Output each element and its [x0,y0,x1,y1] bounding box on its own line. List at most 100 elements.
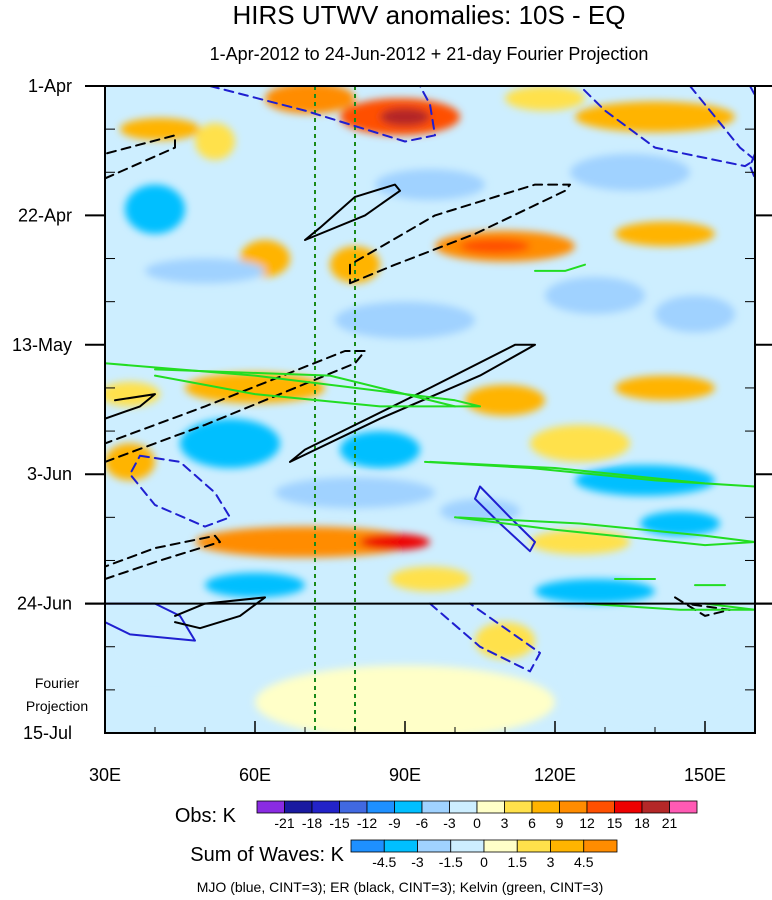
er-contour [105,534,221,580]
mjo-contour [129,454,231,528]
anomaly-cell [125,184,185,234]
anomaly-cell [120,118,200,141]
kelvin-contour [454,516,755,547]
er-contour [674,596,731,617]
y-tick-label: 24-Jun [17,594,72,614]
anomaly-cell [380,107,430,127]
y-tick-label: 13-May [12,335,72,355]
waves-colorbar-level-label: -3 [411,854,424,870]
anomaly-cell [530,424,630,462]
er-contour [304,183,401,241]
anomaly-cell [145,258,265,284]
anomaly-cell [275,477,435,509]
anomaly-cell [340,431,420,469]
anomaly-cell [570,153,690,191]
mjo-contour [579,86,755,168]
obs-colorbar-level-label: -9 [388,815,401,831]
waves-colorbar-swatch [583,839,618,853]
chart-subtitle: 1-Apr-2012 to 24-Jun-2012 + 21-day Fouri… [210,44,649,64]
mjo-contour [209,86,436,143]
anomaly-field [105,86,745,733]
obs-colorbar-swatch [504,800,533,814]
projection-label: Fourier [35,675,80,691]
obs-colorbar-level-label: -21 [274,815,294,831]
obs-colorbar-swatch [256,800,285,814]
anomaly-cell [335,301,475,339]
x-tick-label: 30E [89,765,121,785]
obs-colorbar-level-label: 3 [501,815,509,831]
obs-colorbar-swatch [586,800,615,814]
plot-area [85,86,772,733]
anomaly-cell [545,277,645,314]
obs-colorbar-swatch [641,800,670,814]
obs-colorbar-swatch [449,800,478,814]
obs-colorbar-swatch [366,800,395,814]
obs-colorbar-swatch [311,800,340,814]
er-contour [105,134,176,180]
er-contour [349,183,571,285]
obs-colorbar-swatch [339,800,368,814]
obs-colorbar-label: Obs: K [175,805,237,827]
anomaly-cell [575,101,735,133]
anomaly-cell [105,628,205,678]
obs-colorbar-swatch [669,800,698,814]
waves-colorbar-swatch [417,839,452,853]
obs-colorbar-level-label: -6 [416,815,429,831]
obs-colorbar-level-label: 12 [579,815,595,831]
y-tick-label: 1-Apr [28,76,72,96]
anomaly-cell [205,572,305,598]
obs-colorbar-swatch [394,800,423,814]
anomaly-cell [535,578,655,604]
anomaly-cell [390,566,470,592]
obs-colorbar-swatch [531,800,560,814]
kelvin-contour [154,368,456,408]
obs-colorbar-level-label: -15 [329,815,349,831]
x-tick-label: 120E [534,765,576,785]
obs-colorbar-swatch [559,800,588,814]
kelvin-contour [584,602,755,611]
anomaly-cell [460,238,530,254]
y-tick-label: 15-Jul [23,723,72,743]
obs-colorbar-level-label: 15 [607,815,623,831]
x-tick-label: 90E [389,765,421,785]
x-tick-label: 150E [684,765,726,785]
anomaly-cell [255,665,555,733]
anomaly-cell [655,295,735,333]
chart-title: HIRS UTWV anomalies: 10S - EQ [233,0,626,30]
waves-colorbar-level-label: 0 [480,854,488,870]
y-tick-label: 3-Jun [27,464,72,484]
obs-colorbar-level-label: -12 [357,815,377,831]
anomaly-cell [375,169,485,200]
waves-colorbar-swatch [550,839,585,853]
er-contour [289,343,536,463]
anomaly-cell [195,526,415,558]
obs-colorbar-swatch [614,800,643,814]
waves-colorbar-swatch [450,839,485,853]
waves-colorbar: -4.5 -3 -1.5 0 1.5 3 4.5 [350,839,618,870]
anomaly-cell [265,86,355,114]
anomaly-cell [105,443,155,481]
plot-frame [104,85,756,734]
waves-colorbar-level-label: -4.5 [372,854,396,870]
projection-label: Projection [26,698,88,714]
er-contour [105,393,156,420]
anomaly-cell [530,529,630,555]
anomaly-cell [475,622,535,660]
er-contour [105,350,366,463]
anomaly-cell [565,622,745,721]
anomaly-cell [640,511,720,536]
obs-colorbar: -21 -18 -15 -12 -9 -6 -3 0 3 6 9 12 15 18 21 [256,800,698,831]
waves-colorbar-swatch [383,839,418,853]
waves-colorbar-level-label: 4.5 [574,854,594,870]
anomaly-cell [465,384,545,416]
contour-legend-text: MJO (blue, CINT=3); ER (black, CINT=3); … [197,879,604,895]
anomaly-cell [615,375,715,401]
kelvin-contour [534,263,586,272]
waves-colorbar-level-label: -1.5 [439,854,463,870]
obs-colorbar-level-label: -3 [443,815,456,831]
waves-colorbar-label: Sum of Waves: K [190,844,344,866]
waves-colorbar-swatch [483,839,518,853]
obs-colorbar-level-label: 0 [473,815,481,831]
anomaly-cell [360,533,430,550]
